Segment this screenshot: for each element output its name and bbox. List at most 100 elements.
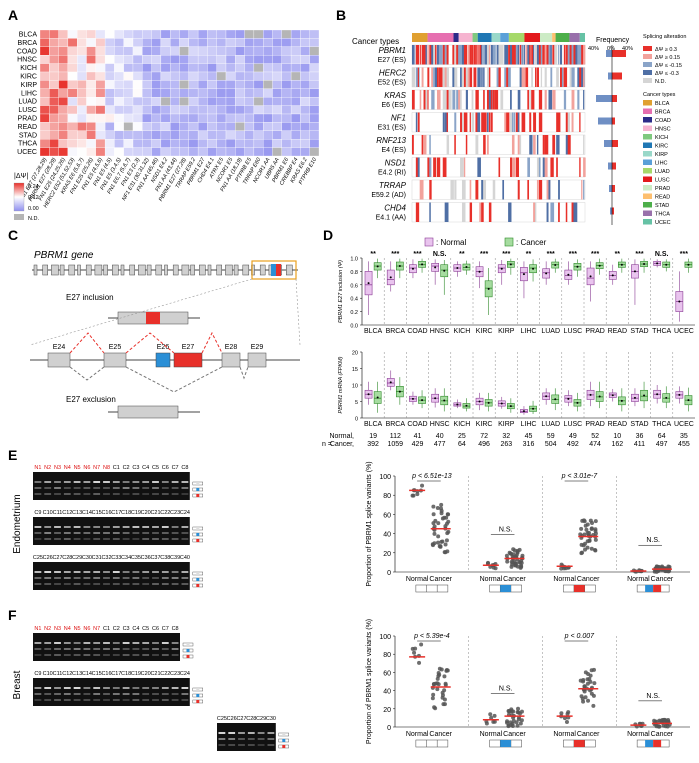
boxplots-d: : Normal: Cancer0.00.20.40.60.81.0PBRM1 …: [322, 237, 695, 448]
oncoprint-mark: [412, 135, 414, 155]
heatmap-cell: [170, 122, 180, 131]
heatmap-cell: [235, 71, 245, 81]
gel-band: [132, 571, 140, 573]
gel-band: [63, 526, 71, 528]
gel-band: [161, 526, 169, 528]
oncoprint-event: E59.2 (AD): [371, 192, 406, 199]
heatmap-cell: [142, 88, 152, 98]
gel-band: [83, 481, 91, 483]
variant-exon: [500, 585, 511, 592]
heatmap-cell: [123, 38, 134, 47]
gel-band: [93, 583, 101, 585]
lane-label: C29: [256, 716, 266, 722]
heatmap-cell: [58, 130, 69, 140]
heatmap-cell: [114, 80, 124, 89]
heatmap-cell: [300, 55, 310, 64]
gel-band: [34, 583, 42, 585]
frequency-bars: [596, 45, 626, 225]
oncoprint-row: [411, 202, 586, 223]
heatmap-cell: [263, 88, 273, 98]
heatmap-cell: [197, 63, 208, 73]
oncoprint-mark: [556, 135, 560, 155]
gel-image: [33, 472, 190, 500]
oncoprint-mark: [412, 67, 416, 87]
oncoprint-mark: [486, 90, 490, 110]
gel-band: [247, 732, 255, 734]
heatmap-cell: [67, 71, 78, 81]
oncoprint-mark: [471, 90, 474, 110]
gel-band: [152, 538, 159, 540]
mean-dot: [598, 395, 601, 398]
data-point: [583, 547, 588, 552]
heatmap-cell: [290, 63, 301, 73]
gel-image: [33, 562, 190, 590]
splicing-legend-swatch: [643, 70, 652, 75]
lane-label: C15: [92, 510, 102, 516]
gel-band: [228, 744, 236, 746]
heatmap-cell: [86, 105, 96, 115]
mean-dot: [532, 267, 535, 270]
data-point: [515, 723, 520, 728]
oncoprint-mark: [556, 112, 559, 132]
gel-band: [103, 493, 110, 495]
heatmap-cell: [123, 46, 134, 56]
oncoprint-mark: [575, 45, 578, 65]
lane-label: C16: [101, 671, 111, 677]
exon-box: [233, 264, 239, 276]
heatmap-cell: [300, 80, 310, 89]
p-value: p < 5.39e-4: [413, 633, 450, 640]
oncoprint-mark: [579, 157, 581, 177]
gel-band: [161, 487, 169, 489]
oncoprint-mark: [469, 112, 471, 132]
gel-band: [132, 642, 140, 644]
data-point: [515, 549, 520, 554]
data-point: [588, 673, 593, 678]
gel-band: [181, 571, 189, 573]
heatmap-cell: [67, 105, 78, 115]
heatmap-cell: [142, 38, 152, 47]
gel-band: [44, 583, 52, 585]
lane-label: C3: [123, 626, 130, 632]
gel-image: [33, 678, 190, 706]
freq-bar-pos: [612, 50, 626, 57]
gel-band: [171, 487, 179, 489]
gel-band: [218, 738, 226, 740]
heatmap-cell: [188, 97, 199, 106]
exon-box: [42, 264, 48, 276]
oncoprint-mark: [417, 112, 420, 132]
heatmap-cell: [58, 147, 69, 157]
heatmap-cell: [188, 88, 199, 98]
heatmap-cell: [188, 29, 199, 39]
data-point: [582, 541, 587, 546]
data-point: [430, 542, 435, 547]
lane-label: C11: [53, 510, 63, 516]
mean-dot: [478, 400, 481, 403]
category-label: KIRP: [498, 328, 515, 335]
heatmap-cell: [58, 105, 69, 115]
heatmap-cell: [244, 46, 255, 56]
heatmap-cell: [235, 29, 245, 39]
heatmap-cell: [225, 38, 236, 47]
data-point: [509, 564, 514, 569]
cancer-legend-swatch: [643, 159, 652, 165]
gel-band: [34, 532, 42, 534]
oncoprint-mark: [544, 45, 549, 65]
splicing-legend-swatch: [643, 46, 652, 51]
heatmap-cell: [142, 113, 152, 123]
heatmap-cell: [216, 139, 227, 148]
cancer-legend-swatch: [643, 176, 652, 182]
heatmap-cell: [179, 71, 189, 81]
gel-band: [122, 654, 130, 656]
heatmap-cell: [104, 139, 115, 148]
heatmap-cell: [197, 147, 208, 157]
gel-band: [171, 642, 179, 644]
data-point: [593, 548, 598, 553]
heatmap-cell: [197, 29, 208, 39]
gel-band: [181, 699, 189, 701]
gel-band: [171, 583, 179, 585]
lane-label: C2: [123, 465, 130, 471]
cancer-legend-label: KICH: [655, 135, 668, 141]
oncoprint-mark: [460, 45, 464, 65]
heatmap-cell: [132, 80, 143, 89]
data-point: [665, 569, 670, 574]
